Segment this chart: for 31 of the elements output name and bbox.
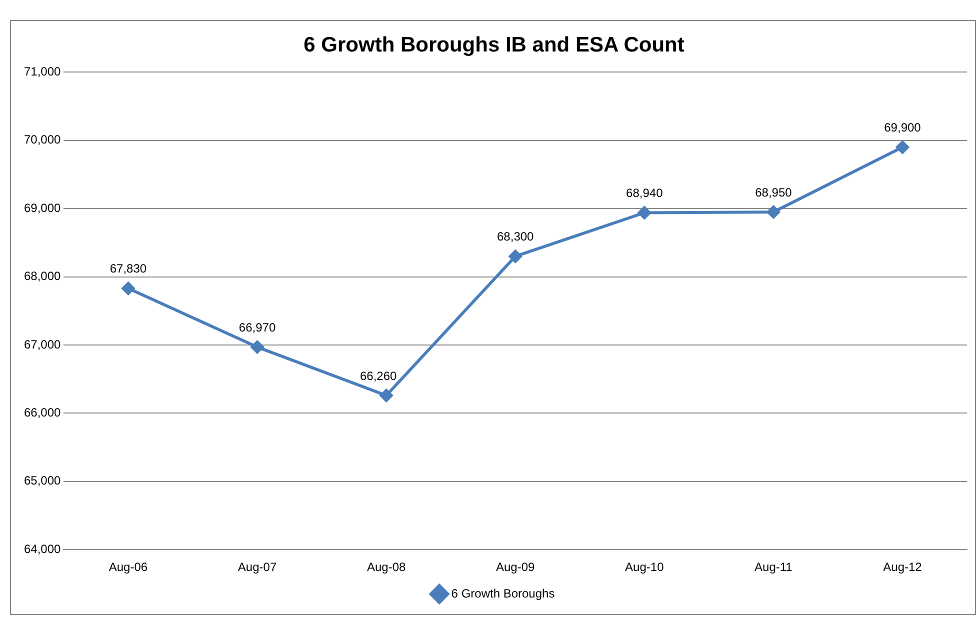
x-tick-label: Aug-09 — [496, 560, 536, 574]
legend-label: 6 Growth Boroughs — [451, 586, 555, 600]
y-tick-label: 65,000 — [24, 474, 62, 488]
point — [508, 250, 522, 263]
point — [122, 282, 135, 295]
x-tick-label: Aug-06 — [108, 560, 148, 574]
x-tick-label: Aug-07 — [238, 560, 277, 574]
data-label: 67,830 — [110, 262, 147, 276]
x-tick-label: Aug-10 — [625, 560, 664, 574]
y-tick-label: 70,000 — [24, 132, 62, 147]
point — [766, 206, 780, 219]
data-label: 66,970 — [238, 320, 276, 334]
y-tick-label: 67,000 — [24, 337, 62, 352]
point — [896, 140, 909, 154]
y-tick-label: 69,000 — [24, 200, 62, 215]
chart-title: 6 Growth Boroughs IB and ESA Count — [304, 33, 684, 56]
data-label: 68,300 — [497, 230, 534, 244]
y-tick-label: 64,000 — [24, 542, 62, 556]
y-tick-label: 66,000 — [24, 406, 62, 420]
x-tick-label: Aug-11 — [754, 560, 793, 574]
data-label: 69,900 — [884, 120, 922, 135]
x-tick-label: Aug-12 — [883, 560, 922, 574]
x-tick-label: Aug-08 — [366, 560, 406, 574]
point — [380, 388, 393, 402]
y-tick-label: 68,000 — [24, 269, 62, 284]
data-label: 66,260 — [360, 368, 397, 383]
data-label: 68,940 — [626, 186, 664, 200]
y-tick-label: 71,000 — [24, 64, 62, 79]
point — [250, 340, 264, 354]
point — [638, 206, 651, 220]
data-label: 68,950 — [755, 185, 792, 200]
